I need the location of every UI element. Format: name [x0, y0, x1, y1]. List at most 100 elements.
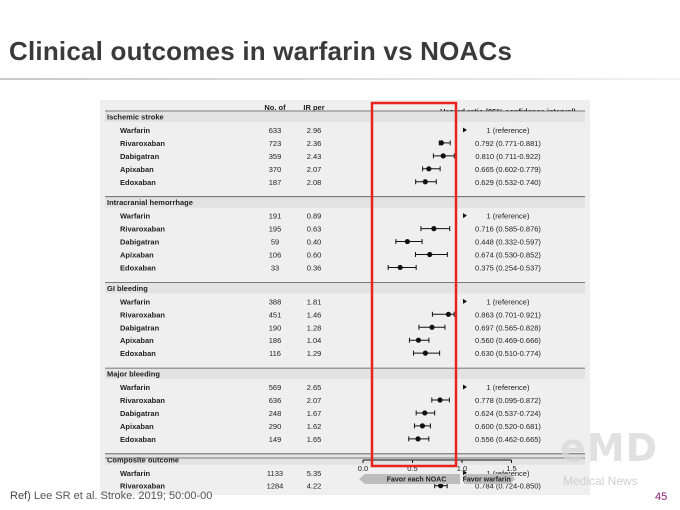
row-drug: Warfarin [120, 469, 151, 478]
row-events: 723 [269, 139, 282, 148]
row-hr-text: 1 (reference) [487, 469, 530, 478]
reference-citation: Lee SR et al. Stroke. 2019; 50:00-00 [33, 490, 213, 502]
row-hr-text: 1 (reference) [487, 126, 530, 135]
row-events: 569 [269, 383, 282, 392]
row-events: 59 [271, 238, 279, 247]
row-drug: Warfarin [120, 297, 151, 306]
row-ir: 1.28 [307, 323, 322, 332]
row-drug: Rivaroxaban [120, 225, 165, 234]
row-drug: Edoxaban [120, 178, 156, 187]
group-header-band [105, 368, 585, 380]
row-events: 290 [269, 422, 282, 431]
forest-plot: No. ofEventsIR per100 PYHazard ratio (95… [105, 101, 585, 495]
row-drug: Dabigatran [120, 152, 160, 161]
hr-point [438, 140, 445, 146]
hr-point [440, 153, 446, 159]
row-events: 186 [269, 336, 282, 345]
row-ir: 1.65 [307, 435, 322, 444]
group-label: GI bleeding [107, 284, 148, 293]
row-ir: 1.29 [307, 349, 322, 358]
row-drug: Apixaban [120, 251, 154, 260]
watermark-logo: eMD [560, 426, 659, 470]
row-hr-text: 1 (reference) [487, 297, 530, 306]
reference-marker [463, 384, 467, 390]
hr-point [415, 436, 421, 442]
hr-point [429, 324, 435, 330]
x-tick-label: 1.5 [506, 464, 516, 473]
hr-point [422, 410, 428, 416]
forest-plot-figure: No. ofEventsIR per100 PYHazard ratio (95… [100, 100, 590, 495]
row-events: 633 [269, 126, 282, 135]
row-hr-text: 1 (reference) [487, 212, 530, 221]
title-underline [0, 78, 680, 80]
hr-point [419, 423, 425, 429]
row-drug: Edoxaban [120, 263, 156, 272]
reference-marker [463, 213, 467, 219]
row-hr-text: 0.665 (0.602-0.779) [475, 165, 541, 174]
row-hr-text: 0.792 (0.771-0.881) [475, 139, 541, 148]
hr-point [404, 238, 410, 245]
hr-point [397, 264, 403, 271]
reference-marker [463, 127, 467, 133]
row-drug: Edoxaban [120, 349, 156, 358]
row-ir: 1.46 [307, 310, 322, 319]
row-hr-text: 1 (reference) [487, 383, 530, 392]
hr-point [422, 179, 428, 185]
row-events: 106 [269, 251, 282, 260]
hr-point [438, 483, 444, 489]
hr-point [445, 311, 452, 317]
highlight-box [370, 101, 458, 468]
group-label: Ischemic stroke [107, 113, 164, 122]
hr-point [431, 226, 437, 232]
row-drug: Edoxaban [120, 435, 156, 444]
watermark: eMD Medical News [520, 420, 660, 500]
row-hr-text: 0.375 (0.254-0.537) [475, 263, 541, 272]
x-tick-label: 1.0 [457, 464, 467, 473]
group-header-band [105, 453, 585, 465]
row-hr-text: 0.448 (0.332-0.597) [475, 238, 541, 247]
row-hr-text: 0.778 (0.095-0.872) [475, 396, 541, 405]
row-ir: 0.36 [307, 263, 322, 272]
reference-prefix: Ref) [10, 490, 31, 502]
group-label: Composite outcome [107, 455, 179, 464]
group-header-band [105, 196, 585, 208]
hr-point [437, 397, 443, 403]
row-hr-text: 0.560 (0.469-0.666) [475, 336, 541, 345]
row-hr-text: 0.863 (0.701-0.921) [475, 310, 541, 319]
row-ir: 5.35 [307, 469, 322, 478]
row-drug: Warfarin [120, 126, 151, 135]
favor-noac-arrow [359, 474, 460, 484]
row-events: 1133 [267, 469, 283, 478]
row-events: 187 [269, 178, 282, 187]
row-drug: Dabigatran [120, 323, 160, 332]
row-ir: 0.60 [307, 251, 322, 260]
row-drug: Warfarin [120, 383, 151, 392]
row-hr-text: 0.697 (0.565-0.828) [475, 323, 541, 332]
row-ir: 0.89 [307, 212, 322, 221]
row-ir: 1.62 [307, 422, 322, 431]
row-drug: Rivaroxaban [120, 482, 165, 491]
page-number: 45 [655, 491, 668, 503]
row-events: 248 [269, 409, 282, 418]
row-ir: 0.63 [307, 225, 322, 234]
row-ir: 2.08 [307, 178, 322, 187]
row-hr-text: 0.629 (0.532-0.740) [475, 178, 541, 187]
row-ir: 2.65 [307, 383, 322, 392]
row-drug: Apixaban [120, 165, 154, 174]
row-hr-text: 0.810 (0.711-0.922) [475, 152, 541, 161]
reference-note: Ref) Lee SR et al. Stroke. 2019; 50:00-0… [10, 490, 212, 502]
row-events: 149 [269, 435, 282, 444]
row-events: 190 [269, 323, 282, 332]
favor-warfarin-arrow [464, 474, 516, 484]
header-ir-line1: IR per [303, 103, 324, 112]
watermark-text: Medical News [563, 474, 638, 488]
row-events: 191 [269, 212, 282, 221]
reference-marker [463, 298, 467, 304]
row-ir: 2.36 [307, 139, 322, 148]
group-header-band [105, 111, 585, 122]
row-hr-text: 0.556 (0.462-0.665) [475, 435, 541, 444]
x-tick-label: 0.5 [407, 464, 417, 473]
header-events-line1: No. of [264, 103, 286, 112]
row-events: 195 [269, 225, 282, 234]
row-hr-text: 0.674 (0.530-0.852) [475, 251, 541, 260]
